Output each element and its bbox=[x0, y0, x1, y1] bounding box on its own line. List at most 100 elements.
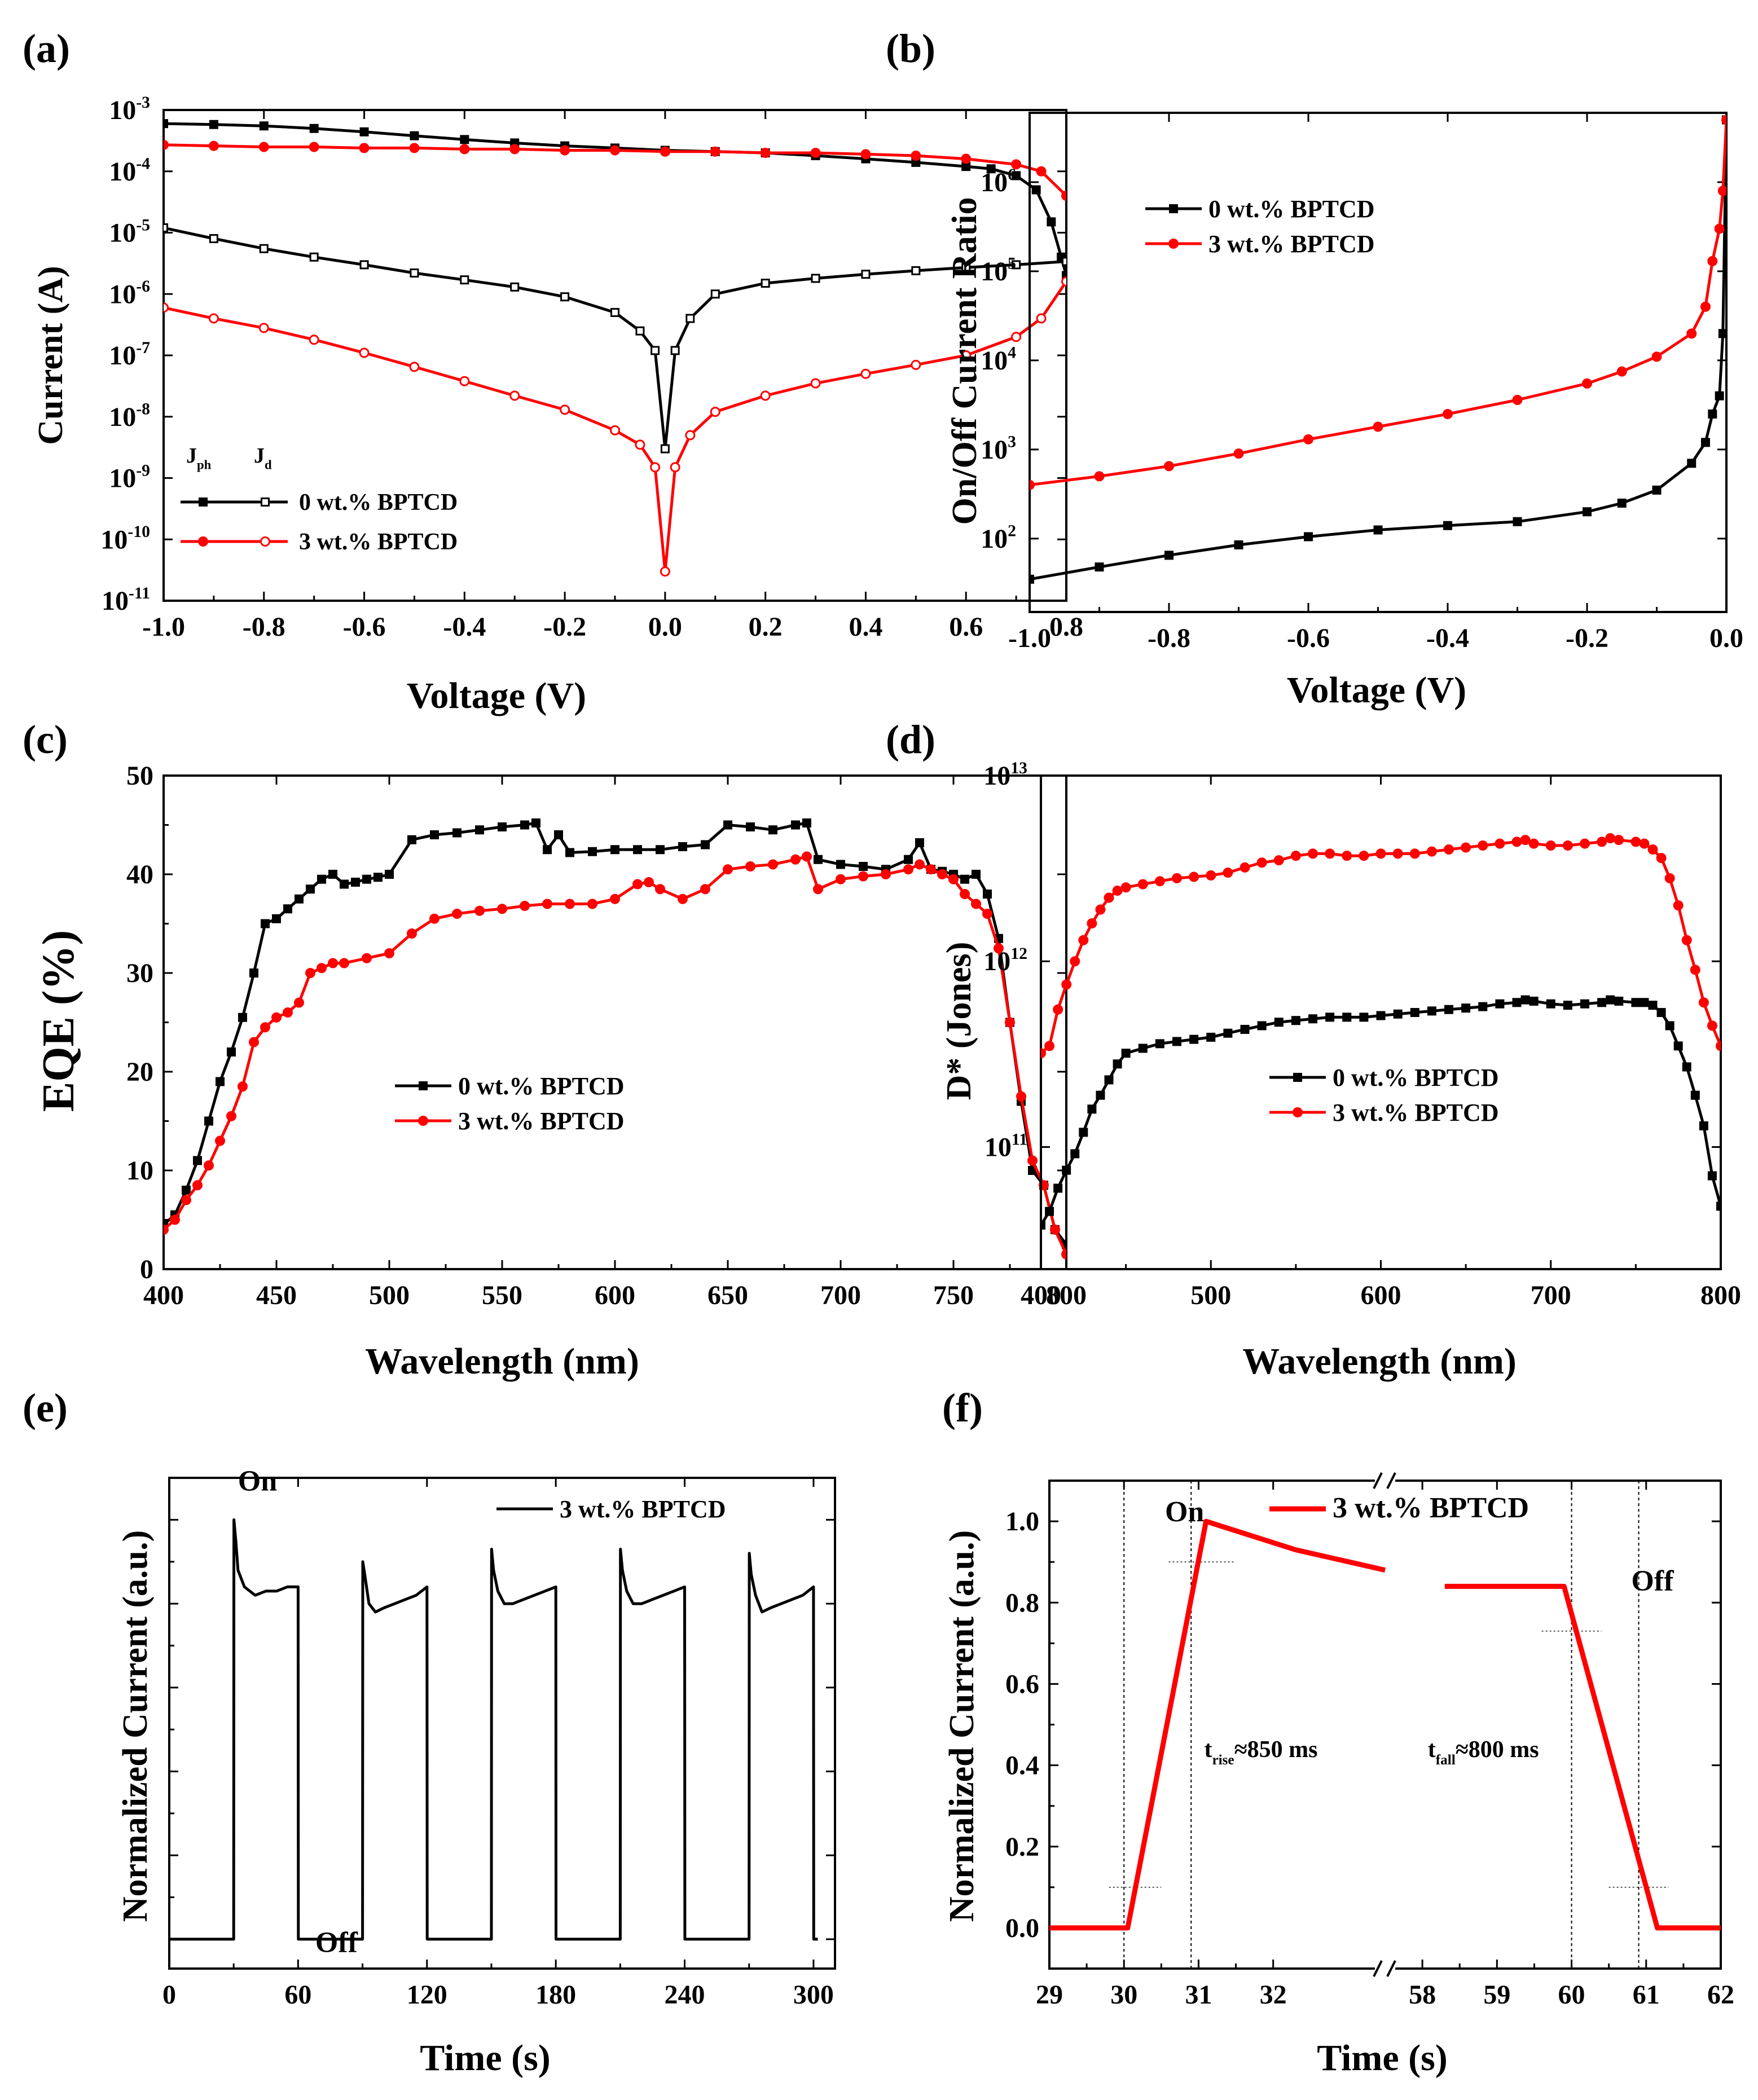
data-point bbox=[1582, 378, 1592, 389]
data-point bbox=[261, 919, 270, 928]
data-point bbox=[259, 121, 269, 131]
panel-label: (e) bbox=[23, 1385, 68, 1430]
y-tick-label: 30 bbox=[126, 958, 153, 988]
data-point bbox=[1546, 999, 1555, 1009]
data-point bbox=[813, 884, 823, 895]
data-point bbox=[1614, 835, 1624, 846]
data-point bbox=[1520, 995, 1530, 1005]
data-point bbox=[678, 842, 687, 851]
data-point bbox=[1325, 1012, 1335, 1022]
data-point bbox=[660, 146, 670, 157]
y-tick-label: 50 bbox=[126, 761, 153, 791]
series-line bbox=[164, 226, 1066, 451]
data-point bbox=[283, 1007, 293, 1018]
data-point bbox=[339, 958, 349, 968]
data-point bbox=[1631, 998, 1641, 1007]
data-point bbox=[208, 140, 219, 151]
data-point bbox=[452, 909, 462, 919]
data-point bbox=[1495, 838, 1505, 849]
data-point bbox=[1580, 838, 1590, 849]
x-tick-label: 0.8 bbox=[1049, 612, 1083, 642]
data-point bbox=[685, 314, 695, 323]
data-point bbox=[655, 884, 665, 895]
data-point bbox=[982, 909, 992, 919]
x-tick-label: 750 bbox=[933, 1280, 974, 1310]
data-point bbox=[1392, 848, 1403, 859]
data-point bbox=[678, 893, 688, 904]
data-point bbox=[459, 144, 470, 155]
data-point bbox=[1545, 840, 1556, 851]
data-point bbox=[685, 430, 696, 441]
data-point bbox=[1665, 1021, 1675, 1031]
data-point bbox=[1062, 1165, 1071, 1175]
series-0 bbox=[1030, 115, 1726, 584]
data-point bbox=[407, 835, 416, 844]
x-tick-label: 600 bbox=[1361, 1280, 1401, 1310]
data-point bbox=[651, 346, 660, 355]
y-axis-label: EQE (%) bbox=[34, 930, 83, 1112]
y-tick-label: 103 bbox=[981, 433, 1016, 465]
data-point bbox=[359, 347, 370, 358]
data-point bbox=[1563, 1001, 1572, 1010]
data-point bbox=[164, 139, 169, 150]
x-tick-label: 0.2 bbox=[749, 612, 783, 642]
data-point bbox=[226, 1111, 236, 1121]
data-point bbox=[610, 425, 620, 435]
data-point bbox=[294, 997, 304, 1008]
data-point bbox=[1673, 1041, 1683, 1051]
y-tick-label: 102 bbox=[981, 522, 1016, 554]
data-point bbox=[1393, 1009, 1403, 1019]
data-point bbox=[1410, 1008, 1419, 1018]
x-axis-label: Wavelength (nm) bbox=[1242, 1341, 1517, 1382]
data-point bbox=[760, 148, 771, 159]
x-tick-label: -0.8 bbox=[243, 612, 285, 642]
legend: 0 wt.% BPTCD 3 wt.% BPTCD bbox=[395, 1072, 625, 1135]
data-point bbox=[1511, 837, 1522, 847]
data-point bbox=[1061, 979, 1072, 990]
data-point bbox=[1061, 1249, 1066, 1260]
data-point bbox=[260, 1022, 270, 1033]
data-point bbox=[1070, 1149, 1080, 1159]
data-point bbox=[1617, 498, 1627, 508]
series-line bbox=[169, 1518, 818, 1941]
data-point bbox=[1606, 995, 1615, 1005]
y-tick-label: 10 bbox=[126, 1156, 153, 1186]
data-point bbox=[560, 292, 570, 302]
series-0 bbox=[1041, 995, 1721, 1230]
data-point bbox=[1698, 997, 1709, 1008]
data-point bbox=[474, 905, 485, 916]
series-line bbox=[1030, 120, 1726, 581]
panel-label: (a) bbox=[23, 26, 70, 71]
data-point bbox=[1234, 540, 1243, 549]
data-point bbox=[635, 439, 645, 450]
data-point bbox=[542, 899, 552, 909]
legend-label: 3 wt.% BPTCD bbox=[560, 1495, 726, 1523]
y-tick-label: 0.6 bbox=[1005, 1669, 1039, 1699]
legend-label: 3 wt.% BPTCD bbox=[458, 1107, 625, 1135]
data-point bbox=[961, 153, 972, 164]
data-point bbox=[509, 144, 520, 155]
data-point bbox=[1223, 868, 1233, 878]
data-point bbox=[961, 350, 972, 360]
data-point bbox=[1041, 1220, 1045, 1230]
data-point bbox=[860, 368, 871, 379]
data-point bbox=[460, 275, 469, 285]
data-point bbox=[1427, 1006, 1436, 1016]
series-3 bbox=[164, 276, 1066, 577]
annotation-label: Off bbox=[315, 1926, 358, 1958]
data-point bbox=[164, 1225, 169, 1235]
data-point bbox=[407, 928, 417, 939]
data-point bbox=[1061, 276, 1066, 287]
series-0 bbox=[1049, 1518, 1721, 1931]
data-point bbox=[305, 968, 315, 978]
data-point bbox=[1652, 485, 1662, 495]
x-tick-label: 800 bbox=[1700, 1280, 1741, 1310]
data-point bbox=[1461, 1003, 1471, 1013]
data-point bbox=[1528, 838, 1539, 849]
data-point bbox=[309, 142, 319, 152]
data-point bbox=[1707, 1020, 1717, 1031]
plot-area bbox=[164, 818, 1066, 1260]
data-point bbox=[309, 124, 319, 133]
data-point bbox=[811, 274, 820, 283]
data-point bbox=[915, 859, 925, 870]
